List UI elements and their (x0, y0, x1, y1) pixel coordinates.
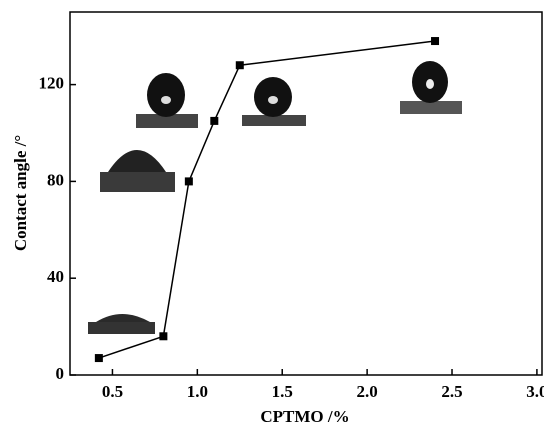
y-tick-label: 120 (39, 74, 65, 93)
y-axis-label: Contact angle /° (11, 135, 30, 251)
data-point (94, 354, 103, 363)
y-tick-label: 80 (47, 170, 64, 189)
data-point (210, 116, 219, 125)
data-point (184, 177, 193, 186)
data-point (235, 61, 244, 70)
x-tick-label: 2.5 (441, 382, 462, 401)
x-tick-label: 1.0 (187, 382, 208, 401)
data-point (159, 332, 168, 341)
data-point (431, 37, 440, 46)
x-tick-label: 0.5 (102, 382, 123, 401)
x-tick-label: 2.0 (356, 382, 377, 401)
droplet-insets (88, 61, 462, 334)
data-line (98, 40, 436, 359)
y-tick-label: 40 (47, 267, 64, 286)
plot-frame (69, 11, 543, 376)
x-tick-label: 1.5 (272, 382, 293, 401)
y-tick-label: 0 (56, 364, 65, 383)
x-tick-label: 3.0 (526, 382, 544, 401)
x-axis-label: CPTMO /% (260, 407, 349, 426)
